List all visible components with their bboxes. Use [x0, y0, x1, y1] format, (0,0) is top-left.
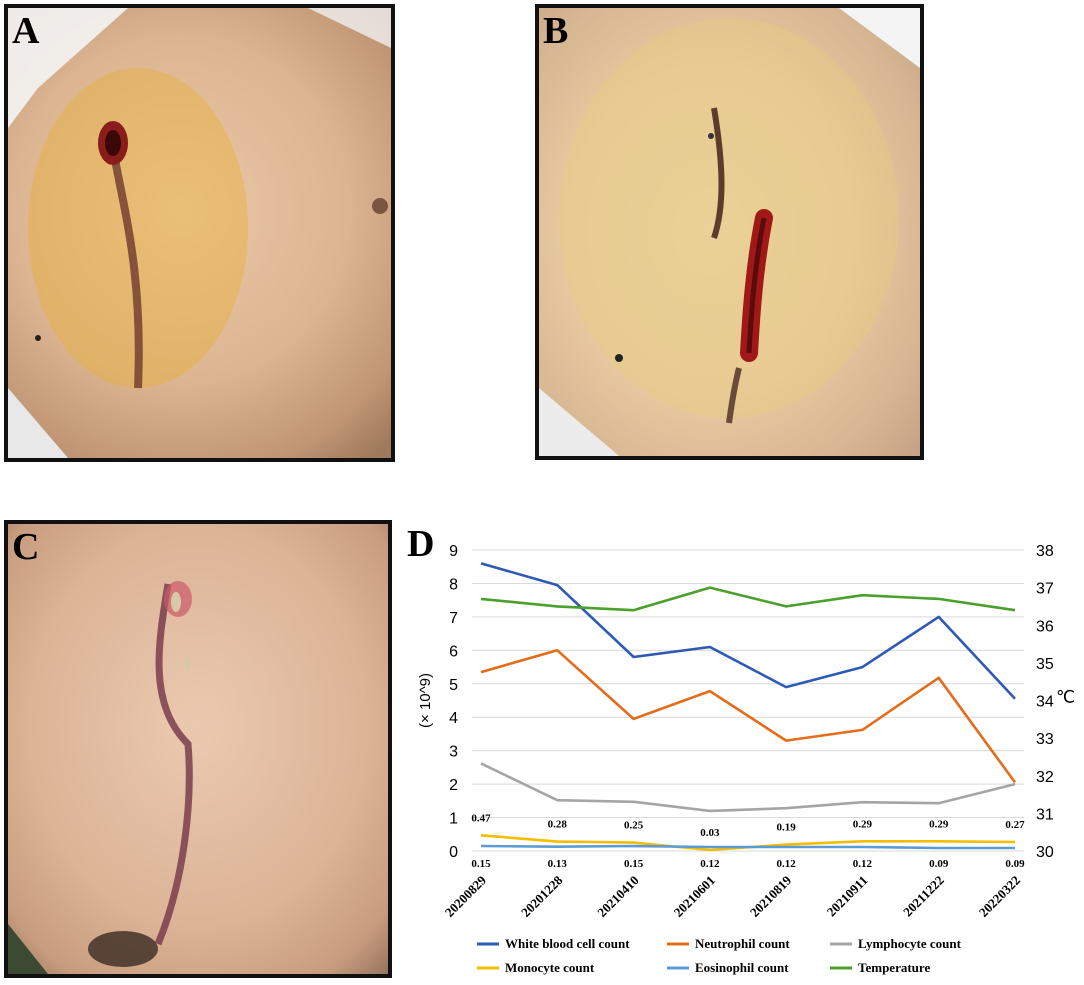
- data-label: 0.29: [853, 818, 873, 830]
- y2-tick-label: 30: [1036, 844, 1054, 861]
- panel-b-wound-image: [539, 8, 920, 456]
- legend: White blood cell count Neutrophil count Ly…: [477, 936, 962, 975]
- x-tick-label: 20210601: [671, 873, 718, 920]
- y-tick-label: 5: [449, 677, 458, 694]
- y-tick-label: 7: [449, 610, 458, 627]
- data-label: 0.29: [929, 818, 949, 830]
- data-label: 0.12: [853, 858, 873, 870]
- data-label: 0.12: [777, 858, 797, 870]
- data-label: 0.09: [1005, 858, 1025, 870]
- data-label: 0.27: [1005, 819, 1025, 831]
- legend-label: Eosinophil count: [695, 960, 789, 975]
- x-tick-label: 20211222: [900, 873, 947, 920]
- left-axis-ticks: 0 1 2 3 4 5 6 7 8 9: [449, 543, 458, 861]
- series-lines: [481, 563, 1015, 850]
- series-line: [481, 588, 1015, 611]
- data-label: 0.19: [777, 822, 797, 834]
- y2-tick-label: 37: [1036, 581, 1054, 598]
- series-line: [481, 846, 1015, 848]
- x-axis-ticks: 20200829 20201228 20210410 20210601 20210819…: [442, 872, 1023, 920]
- x-tick-label: 20201228: [518, 872, 566, 920]
- y-tick-label: 6: [449, 643, 458, 660]
- panel-a-label: A: [12, 12, 39, 50]
- y-tick-label: 9: [449, 543, 458, 560]
- data-label: 0.47: [471, 812, 491, 824]
- legend-label: Neutrophil count: [695, 936, 790, 951]
- panel-c-photo: C: [4, 520, 392, 978]
- x-tick-label: 20210410: [594, 873, 641, 920]
- panel-c-label: C: [12, 528, 39, 566]
- data-label: 0.28: [548, 819, 568, 831]
- legend-label: Lymphocyte count: [858, 936, 962, 951]
- y2-tick-label: 34: [1036, 694, 1054, 711]
- panel-c-wound-image: [8, 524, 388, 974]
- series-line: [481, 763, 1015, 811]
- y2-tick-label: 32: [1036, 769, 1054, 786]
- data-label: 0.13: [548, 858, 568, 870]
- right-axis-label: ℃: [1056, 688, 1075, 707]
- x-tick-label: 20210911: [824, 873, 871, 920]
- panel-a-photo: A: [4, 4, 395, 462]
- data-label: 0.25: [624, 820, 644, 832]
- left-axis-label: (× 10^9): [417, 673, 434, 728]
- y-tick-label: 1: [449, 811, 458, 828]
- right-axis-ticks: 30 31 32 33 34 35 36 37 38: [1036, 543, 1054, 861]
- data-label: 0.15: [624, 858, 644, 870]
- panel-b-photo: B: [535, 4, 924, 460]
- y2-tick-label: 31: [1036, 806, 1054, 823]
- legend-label: White blood cell count: [505, 936, 630, 951]
- x-tick-label: 20210819: [747, 872, 795, 920]
- y2-tick-label: 33: [1036, 731, 1054, 748]
- gridlines: [472, 550, 1024, 851]
- y-tick-label: 2: [449, 777, 458, 794]
- panel-b-label: B: [543, 12, 568, 50]
- y-tick-label: 8: [449, 576, 458, 593]
- legend-label: Monocyte count: [505, 960, 595, 975]
- data-label: 0.03: [700, 827, 720, 839]
- panel-a-wound-image: [8, 8, 391, 458]
- y2-tick-label: 35: [1036, 656, 1054, 673]
- data-label: 0.15: [471, 858, 491, 870]
- y2-tick-label: 36: [1036, 618, 1054, 635]
- data-label: 0.12: [700, 858, 720, 870]
- y-tick-label: 3: [449, 744, 458, 761]
- y-tick-label: 0: [449, 844, 458, 861]
- x-tick-label: 20200829: [442, 872, 490, 920]
- y2-tick-label: 38: [1036, 543, 1054, 560]
- x-tick-label: 20220322: [976, 873, 1023, 920]
- legend-label: Temperature: [858, 960, 930, 975]
- y-tick-label: 4: [449, 710, 458, 727]
- data-label: 0.09: [929, 858, 949, 870]
- series-line: [481, 650, 1015, 782]
- panel-d-label: D: [407, 523, 434, 565]
